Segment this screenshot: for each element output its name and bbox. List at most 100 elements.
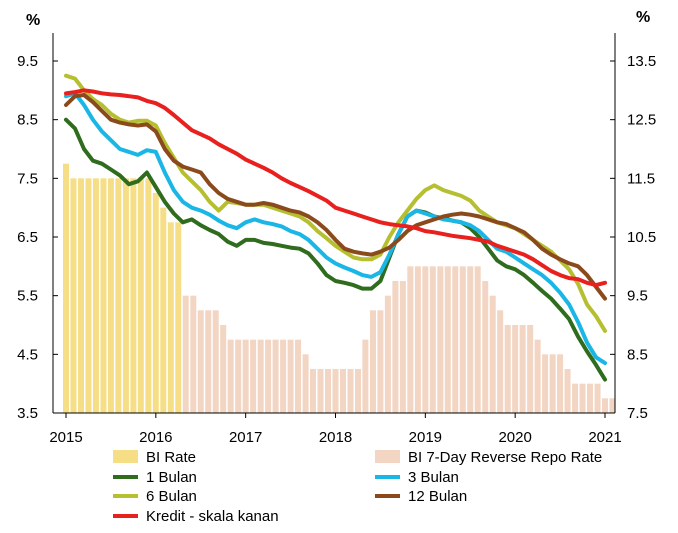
bar-bi-7-day-reverse-repo-rate xyxy=(429,266,436,413)
legend-label-12-bulan: 12 Bulan xyxy=(408,488,467,505)
bar-bi-7-day-reverse-repo-rate xyxy=(392,281,399,413)
bar-bi-7-day-reverse-repo-rate xyxy=(474,266,481,413)
tick-layer: 3.5 4.5 5.5 6.5 7.5 8.5 9.5 7.5 8.5 9.5 10.5 11.5 12… xyxy=(17,53,656,446)
bar-bi-7-day-reverse-repo-rate xyxy=(572,383,579,413)
bar-bi-7-day-reverse-repo-rate xyxy=(504,325,511,413)
bar-bi-7-day-reverse-repo-rate xyxy=(467,266,474,413)
bar-bi-rate xyxy=(152,193,159,413)
bar-bi-7-day-reverse-repo-rate xyxy=(512,325,519,413)
bar-bi-7-day-reverse-repo-rate xyxy=(302,354,309,413)
x-tick-label: 2017 xyxy=(229,429,262,446)
bar-layer xyxy=(63,163,616,413)
bar-bi-7-day-reverse-repo-rate xyxy=(295,339,302,413)
bar-bi-7-day-reverse-repo-rate xyxy=(586,383,593,413)
left-tick-label: 8.5 xyxy=(17,112,38,129)
bar-bi-7-day-reverse-repo-rate xyxy=(369,310,376,413)
bar-bi-7-day-reverse-repo-rate xyxy=(489,295,496,413)
bar-bi-7-day-reverse-repo-rate xyxy=(437,266,444,413)
x-tick-label: 2019 xyxy=(409,429,442,446)
x-tick-label: 2020 xyxy=(498,429,531,446)
bar-bi-rate xyxy=(137,178,144,413)
bar-bi-7-day-reverse-repo-rate xyxy=(564,369,571,413)
line-1-bulan xyxy=(64,117,607,382)
bar-bi-rate xyxy=(175,222,182,413)
bar-bi-7-day-reverse-repo-rate xyxy=(235,339,242,413)
legend-label-3-bulan: 3 Bulan xyxy=(408,469,459,486)
bar-bi-rate xyxy=(92,178,99,413)
bar-bi-7-day-reverse-repo-rate xyxy=(205,310,212,413)
bar-bi-7-day-reverse-repo-rate xyxy=(452,266,459,413)
bar-bi-7-day-reverse-repo-rate xyxy=(414,266,421,413)
bar-bi-7-day-reverse-repo-rate xyxy=(542,354,549,413)
bar-bi-7-day-reverse-repo-rate xyxy=(557,354,564,413)
right-tick-label: 7.5 xyxy=(627,405,648,422)
bar-bi-7-day-reverse-repo-rate xyxy=(272,339,279,413)
bar-bi-7-day-reverse-repo-rate xyxy=(497,310,504,413)
bar-bi-rate xyxy=(63,163,69,413)
bar-bi-rate xyxy=(85,178,92,413)
right-tick-label: 10.5 xyxy=(627,229,656,246)
legend-label-bi-rate: BI Rate xyxy=(146,449,196,466)
right-tick-label: 11.5 xyxy=(627,170,655,187)
bar-bi-7-day-reverse-repo-rate xyxy=(257,339,264,413)
bar-bi-7-day-reverse-repo-rate xyxy=(549,354,556,413)
left-tick-label: 6.5 xyxy=(17,229,38,246)
bar-bi-7-day-reverse-repo-rate xyxy=(579,383,586,413)
left-tick-label: 5.5 xyxy=(17,288,38,305)
bar-bi-rate xyxy=(70,178,77,413)
line-3-bulan xyxy=(64,91,607,366)
bar-bi-7-day-reverse-repo-rate xyxy=(354,369,361,413)
legend-swatch-bi-rate xyxy=(113,450,138,463)
bar-bi-7-day-reverse-repo-rate xyxy=(347,369,354,413)
legend-label-1-bulan: 1 Bulan xyxy=(146,469,197,486)
left-tick-label: 3.5 xyxy=(17,405,38,422)
bar-bi-7-day-reverse-repo-rate xyxy=(482,281,489,413)
bar-bi-7-day-reverse-repo-rate xyxy=(242,339,249,413)
right-tick-label: 9.5 xyxy=(627,288,648,305)
bar-bi-7-day-reverse-repo-rate xyxy=(325,369,332,413)
bar-bi-rate xyxy=(122,178,129,413)
legend-label-kredit-skala-kanan: Kredit - skala kanan xyxy=(146,508,279,525)
x-tick-label: 2016 xyxy=(139,429,172,446)
bar-bi-7-day-reverse-repo-rate xyxy=(197,310,204,413)
bar-bi-7-day-reverse-repo-rate xyxy=(602,398,608,413)
bar-bi-7-day-reverse-repo-rate xyxy=(527,325,534,413)
bar-bi-7-day-reverse-repo-rate xyxy=(220,325,227,413)
right-axis-unit: % xyxy=(636,9,650,26)
bar-bi-rate xyxy=(115,178,122,413)
bar-bi-7-day-reverse-repo-rate xyxy=(377,310,384,413)
bar-bi-7-day-reverse-repo-rate xyxy=(227,339,234,413)
left-tick-label: 4.5 xyxy=(17,346,38,363)
x-tick-label: 2015 xyxy=(49,429,82,446)
bar-bi-7-day-reverse-repo-rate xyxy=(519,325,526,413)
bar-bi-7-day-reverse-repo-rate xyxy=(212,310,219,413)
bar-bi-rate xyxy=(145,178,152,413)
bar-bi-7-day-reverse-repo-rate xyxy=(459,266,466,413)
bar-bi-7-day-reverse-repo-rate xyxy=(310,369,317,413)
legend: BI Rate BI 7-Day Reverse Repo Rate 1 Bulan… xyxy=(113,449,602,525)
bar-bi-7-day-reverse-repo-rate xyxy=(287,339,294,413)
right-tick-label: 12.5 xyxy=(627,112,656,129)
bar-bi-7-day-reverse-repo-rate xyxy=(317,369,324,413)
left-tick-label: 7.5 xyxy=(17,170,38,187)
bar-bi-7-day-reverse-repo-rate xyxy=(250,339,257,413)
axes xyxy=(52,33,616,414)
bar-bi-7-day-reverse-repo-rate xyxy=(422,266,429,413)
bar-bi-7-day-reverse-repo-rate xyxy=(339,369,346,413)
bar-bi-7-day-reverse-repo-rate xyxy=(444,266,451,413)
x-tick-label: 2018 xyxy=(319,429,352,446)
line-layer xyxy=(64,73,607,382)
x-tick-label: 2021 xyxy=(588,429,621,446)
bar-bi-rate xyxy=(100,178,107,413)
right-tick-label: 8.5 xyxy=(627,346,648,363)
bar-bi-7-day-reverse-repo-rate xyxy=(399,281,406,413)
legend-label-bi-7-day-reverse-repo-rate: BI 7-Day Reverse Repo Rate xyxy=(408,449,602,466)
bar-bi-7-day-reverse-repo-rate xyxy=(332,369,339,413)
bar-bi-7-day-reverse-repo-rate xyxy=(407,266,414,413)
bar-bi-7-day-reverse-repo-rate xyxy=(265,339,272,413)
legend-swatch-bi-7-day-reverse-repo-rate xyxy=(375,450,400,463)
line-kredit-skala-kanan xyxy=(64,88,607,288)
right-tick-label: 13.5 xyxy=(627,53,656,70)
bar-bi-rate xyxy=(107,178,114,413)
